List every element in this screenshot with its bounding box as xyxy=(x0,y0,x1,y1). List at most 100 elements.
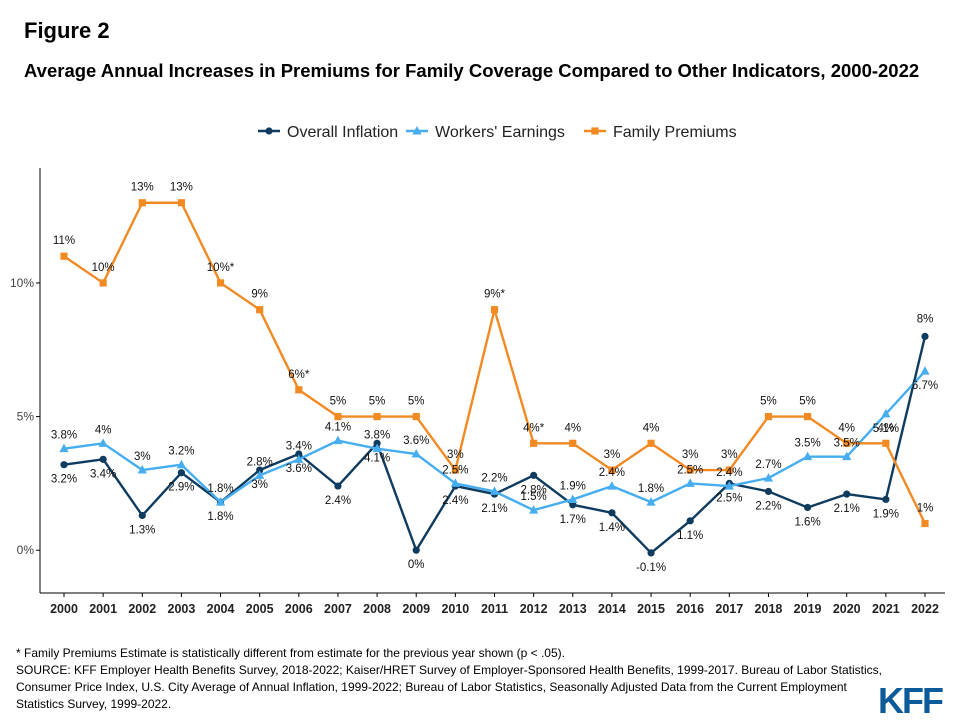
data-point xyxy=(489,486,500,495)
data-label: 3.6% xyxy=(286,463,312,475)
data-point xyxy=(568,494,578,503)
data-point xyxy=(295,386,303,394)
kff-logo: KFF xyxy=(878,680,944,721)
data-point xyxy=(372,443,382,453)
data-label: 4% xyxy=(95,424,112,436)
x-tick-label: 2017 xyxy=(715,602,743,616)
data-point xyxy=(177,469,186,477)
data-label: 2.4% xyxy=(599,467,625,479)
x-tick-label: 2006 xyxy=(285,602,313,616)
data-label: 3% xyxy=(251,479,268,491)
data-point xyxy=(99,279,107,287)
x-tick-label: 2004 xyxy=(207,602,235,616)
data-point xyxy=(803,503,812,512)
data-label: 13% xyxy=(131,182,154,194)
data-label: 5% xyxy=(408,396,425,408)
figure-label: Figure 2 xyxy=(24,18,110,43)
data-label: 9%* xyxy=(484,289,506,301)
data-point xyxy=(59,443,69,453)
data-point xyxy=(882,495,890,504)
y-tick-label: 0% xyxy=(17,543,35,557)
x-tick-label: 2021 xyxy=(872,602,900,616)
data-label: 1.7% xyxy=(560,514,586,526)
data-point xyxy=(530,439,538,447)
y-tick-label: 5% xyxy=(17,410,35,424)
data-label: 2.5% xyxy=(677,464,703,476)
data-point xyxy=(882,439,890,447)
x-tick-label: 2014 xyxy=(598,602,626,616)
x-tick-label: 2012 xyxy=(520,602,548,616)
x-tick-label: 2013 xyxy=(559,602,587,616)
data-label: 10% xyxy=(92,262,115,274)
data-label: 3.8% xyxy=(364,430,390,442)
data-label: 2.2% xyxy=(755,500,781,512)
data-point xyxy=(764,487,773,496)
legend-item: Overall Inflation xyxy=(258,124,398,141)
data-labels: 11% 10% 13% 13% 10%* 9% 6%* 5% 5% 5% 3% 9%* 4%* 4% 3% 4… xyxy=(53,182,933,515)
data-point xyxy=(843,439,851,447)
data-point xyxy=(646,497,656,506)
legend-label: Family Premiums xyxy=(613,124,737,141)
data-label: 3.5% xyxy=(834,438,860,450)
data-label: 2.5% xyxy=(442,464,468,476)
x-tick-label: 2022 xyxy=(911,602,939,616)
data-label: 2.5% xyxy=(716,492,742,504)
data-point xyxy=(177,199,186,207)
legend-label: Overall Inflation xyxy=(287,124,398,141)
data-point xyxy=(763,473,774,482)
data-point xyxy=(802,451,813,461)
data-label: 1.8% xyxy=(207,511,233,523)
data-label: 6.7% xyxy=(912,380,938,392)
data-point xyxy=(529,505,539,514)
data-label: 4%* xyxy=(523,422,545,434)
data-point xyxy=(530,471,538,479)
data-label: 1.3% xyxy=(129,524,155,536)
data-point xyxy=(215,497,226,506)
x-tick-label: 2001 xyxy=(89,602,117,616)
data-label: 13% xyxy=(170,182,193,194)
data-point xyxy=(373,439,381,447)
data-label: 3% xyxy=(604,449,621,461)
data-label: 5.1% xyxy=(873,423,899,435)
line-chart: 0% 5% 10% 2000 2001 2002 2003 2004 2005 2006 2007 2… xyxy=(10,124,945,616)
legend-marker xyxy=(412,126,422,135)
data-label: 1.9% xyxy=(560,480,586,492)
data-point xyxy=(295,450,303,458)
legend-item: Family Premiums xyxy=(584,124,737,141)
data-point xyxy=(334,482,342,490)
data-point xyxy=(99,455,107,463)
data-point xyxy=(842,451,852,461)
data-point xyxy=(333,435,343,445)
data-point xyxy=(412,412,420,421)
data-point xyxy=(843,490,851,498)
data-label: 3% xyxy=(134,451,151,463)
data-point xyxy=(490,306,499,314)
data-label: 6%* xyxy=(288,369,310,381)
data-point xyxy=(412,546,420,554)
data-label: 3.6% xyxy=(403,435,429,447)
data-point xyxy=(450,478,460,487)
data-label: 5% xyxy=(799,396,816,408)
data-label: 8% xyxy=(917,313,934,325)
data-label: 2.4% xyxy=(442,495,468,507)
data-point xyxy=(647,549,655,557)
data-label: -0.1% xyxy=(636,562,666,574)
data-point xyxy=(373,412,381,421)
data-label: 2.2% xyxy=(481,472,507,484)
data-point xyxy=(451,466,459,474)
footnote: * Family Premiums Estimate is statistica… xyxy=(16,646,565,660)
x-tick-label: 2003 xyxy=(168,602,196,616)
y-tick-label: 10% xyxy=(10,276,34,290)
data-label: 3.5% xyxy=(794,438,820,450)
data-labels: 3.8% 4% 3% 3.2% 1.8% 2.8% 3.4% 4.1% 3.8% 3.6% 2.5%… xyxy=(51,380,938,503)
data-label: 1% xyxy=(917,503,934,515)
data-label: 3% xyxy=(447,449,464,461)
data-label: 4% xyxy=(643,422,660,434)
data-point xyxy=(60,461,68,469)
data-label: 1.9% xyxy=(873,508,899,520)
data-label: 3.8% xyxy=(51,430,77,442)
data-point xyxy=(921,519,929,528)
data-label: 0% xyxy=(408,559,425,571)
data-point xyxy=(803,412,812,421)
data-label: 9% xyxy=(251,289,268,301)
